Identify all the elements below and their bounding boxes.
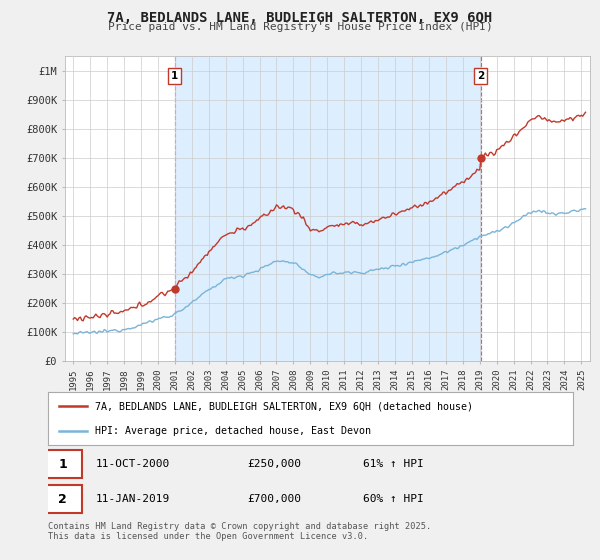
Text: 60% ↑ HPI: 60% ↑ HPI bbox=[363, 494, 424, 504]
Text: 1: 1 bbox=[58, 458, 67, 470]
Text: 11-JAN-2019: 11-JAN-2019 bbox=[95, 494, 170, 504]
Text: £700,000: £700,000 bbox=[248, 494, 302, 504]
Text: £250,000: £250,000 bbox=[248, 459, 302, 469]
Text: 2: 2 bbox=[477, 71, 484, 81]
FancyBboxPatch shape bbox=[43, 450, 82, 478]
Text: Price paid vs. HM Land Registry's House Price Index (HPI): Price paid vs. HM Land Registry's House … bbox=[107, 22, 493, 32]
FancyBboxPatch shape bbox=[43, 485, 82, 513]
Text: 7A, BEDLANDS LANE, BUDLEIGH SALTERTON, EX9 6QH: 7A, BEDLANDS LANE, BUDLEIGH SALTERTON, E… bbox=[107, 11, 493, 25]
Text: Contains HM Land Registry data © Crown copyright and database right 2025.
This d: Contains HM Land Registry data © Crown c… bbox=[48, 522, 431, 542]
Text: 1: 1 bbox=[171, 71, 179, 81]
Text: 11-OCT-2000: 11-OCT-2000 bbox=[95, 459, 170, 469]
Text: HPI: Average price, detached house, East Devon: HPI: Average price, detached house, East… bbox=[95, 426, 371, 436]
Text: 7A, BEDLANDS LANE, BUDLEIGH SALTERTON, EX9 6QH (detached house): 7A, BEDLANDS LANE, BUDLEIGH SALTERTON, E… bbox=[95, 402, 473, 412]
Text: 2: 2 bbox=[58, 493, 67, 506]
Bar bbox=[175, 56, 481, 361]
Text: 61% ↑ HPI: 61% ↑ HPI bbox=[363, 459, 424, 469]
